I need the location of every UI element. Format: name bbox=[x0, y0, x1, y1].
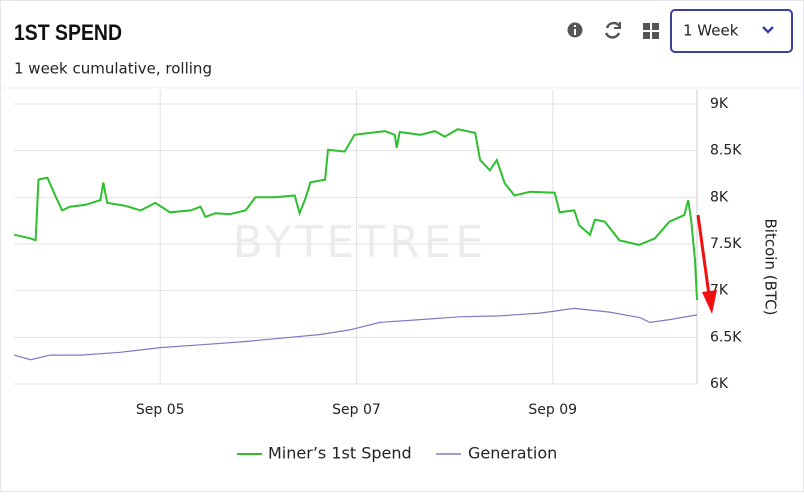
info-icon[interactable] bbox=[567, 22, 583, 38]
y-tick-label: 8K bbox=[710, 189, 729, 205]
refresh-icon[interactable] bbox=[604, 21, 622, 39]
y-tick-label: 9K bbox=[710, 96, 729, 112]
x-tick-label: Sep 05 bbox=[136, 402, 185, 418]
range-dropdown[interactable]: 1 Week bbox=[670, 9, 793, 53]
dropdown-label: 1 Week bbox=[683, 22, 739, 40]
y-tick-label: 6.5K bbox=[710, 329, 742, 345]
y-tick-label: 8.5K bbox=[710, 143, 742, 159]
layout-icon[interactable] bbox=[643, 23, 659, 39]
legend-label: Miner’s 1st Spend bbox=[268, 444, 412, 463]
annotation-arrow bbox=[696, 214, 717, 314]
watermark: BYTETREE bbox=[233, 217, 487, 268]
y-tick-label: 6K bbox=[710, 376, 729, 392]
series-line bbox=[13, 307, 698, 361]
y-tick-label: 7.5K bbox=[710, 236, 742, 252]
legend-label: Generation bbox=[468, 444, 557, 463]
x-tick-label: Sep 07 bbox=[332, 402, 381, 418]
x-tick-label: Sep 09 bbox=[528, 402, 577, 418]
y-axis-label: Bitcoin (BTC) bbox=[762, 219, 780, 316]
subtitle: 1 week cumulative, rolling bbox=[14, 60, 212, 78]
series-line bbox=[13, 128, 698, 301]
title: 1ST SPEND bbox=[14, 20, 122, 45]
